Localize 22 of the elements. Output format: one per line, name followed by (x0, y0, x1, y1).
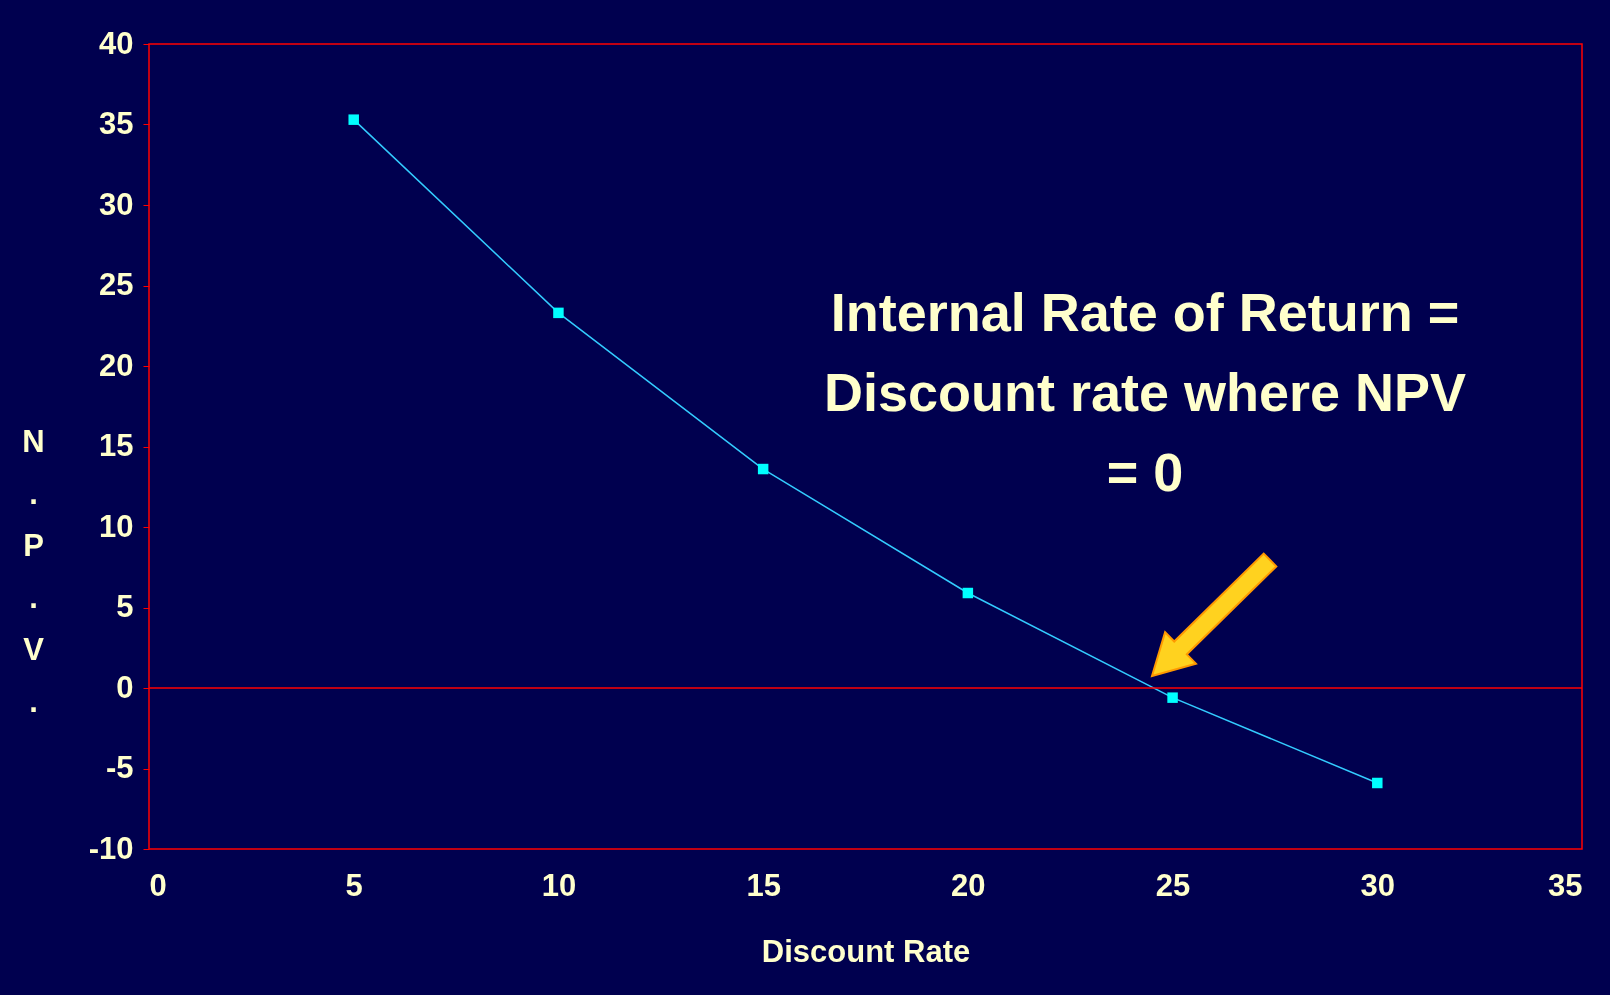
y-tick-label: 5 (116, 589, 134, 624)
x-tick-label: 5 (345, 867, 363, 903)
y-tick-label: 10 (99, 508, 134, 544)
y-tick-label: 15 (99, 428, 134, 463)
y-tick-label: 0 (116, 669, 134, 705)
y-tick-label: 40 (99, 25, 134, 61)
x-tick-label: 10 (541, 867, 577, 903)
x-tick-label: 25 (1155, 867, 1191, 903)
y-tick-label: -5 (105, 750, 134, 785)
x-tick-label: 20 (951, 867, 986, 903)
x-tick-label: 0 (149, 867, 167, 903)
y-tick-label: 35 (99, 106, 134, 141)
y-tick-label: 25 (99, 267, 134, 302)
y-tick-label: 20 (99, 347, 134, 383)
x-axis-title: Discount Rate (761, 933, 971, 969)
y-tick-label: 30 (99, 186, 134, 222)
x-tick-label: 35 (1548, 867, 1583, 903)
y-axis-title: N.P.V. (22, 423, 45, 719)
x-tick-label: 30 (1360, 867, 1396, 903)
annotation: Internal Rate of Return = Discount rate where NPV = 0 (823, 282, 1467, 502)
x-tick-label: 15 (746, 867, 781, 903)
y-tick-label: -10 (88, 830, 134, 866)
